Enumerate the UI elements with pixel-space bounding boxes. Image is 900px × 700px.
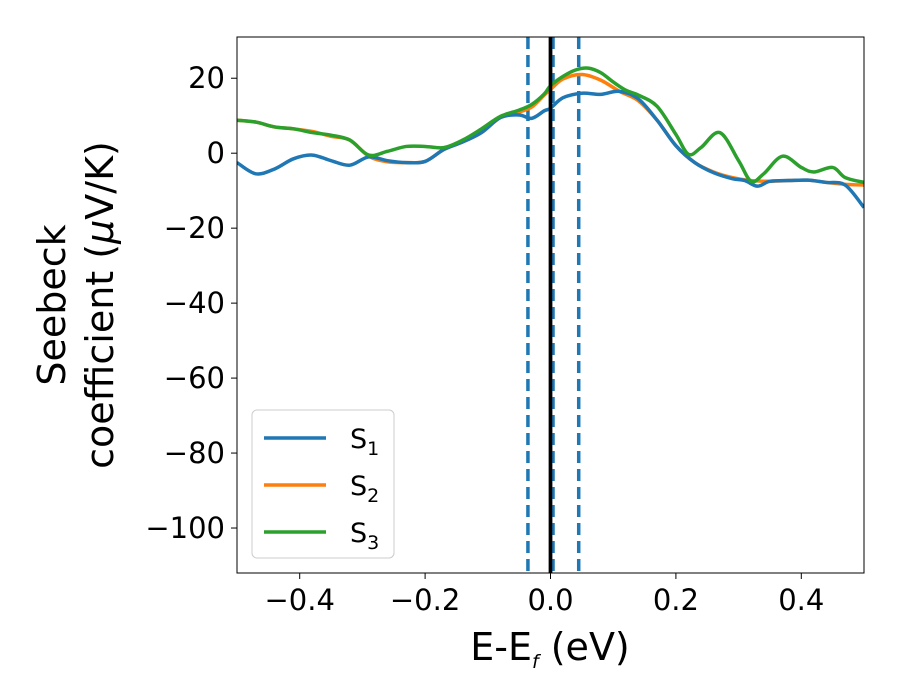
y-axis-label-coefficient: coefficient ( [78,244,122,469]
x-tick-label: 0.4 [778,583,824,617]
x-axis: −0.4 −0.2 0.0 0.2 0.4 [264,573,824,617]
y-axis: 20 0 −20 −40 −60 −80 −100 [145,61,237,545]
legend-label-s2: S2 [350,471,379,507]
x-tick-label: 0.0 [527,583,573,617]
y-axis-label-line2: coefficient (μV/K) [78,141,122,469]
y-tick-label: 0 [207,136,225,170]
x-axis-label-main: E-E [470,625,532,669]
y-tick-label: −60 [164,361,225,395]
series-line-s3 [237,66,864,185]
y-tick-label: −40 [164,286,225,320]
y-tick-label: 20 [188,61,225,95]
series-layer [237,37,864,573]
y-axis-label-line1: Seebeck [30,224,74,385]
x-axis-label: E-Ef (eV) [470,625,630,673]
legend-label-s3: S3 [350,518,379,554]
y-axis-label-mu: μ [78,220,122,245]
legend: S1 S2 S3 [251,409,395,559]
x-axis-label-sub: f [532,651,542,673]
y-tick-label: −20 [164,211,225,245]
x-tick-label: −0.4 [264,583,334,617]
x-tick-label: 0.2 [653,583,699,617]
y-axis-label-unit: V/K) [78,141,122,220]
legend-label-s1: S1 [350,424,379,460]
x-axis-label-unit: (eV) [539,625,630,669]
x-tick-label: −0.2 [390,583,460,617]
y-tick-label: −80 [164,436,225,470]
y-tick-label: −100 [145,511,225,545]
